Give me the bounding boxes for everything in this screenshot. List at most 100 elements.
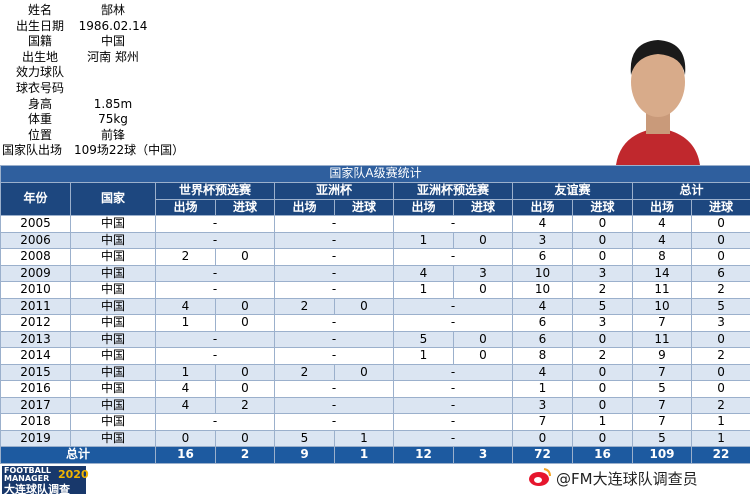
stat-cell: 3 — [573, 315, 633, 332]
stat-cell: - — [394, 381, 513, 398]
info-label: 球衣号码 — [0, 80, 80, 96]
stat-cell: 0 — [454, 282, 513, 299]
stat-cell: 0 — [216, 364, 275, 381]
stat-cell: 0 — [454, 331, 513, 348]
stat-cell: 6 — [692, 265, 750, 282]
stat-cell: 2 — [573, 282, 633, 299]
stat-cell: - — [275, 315, 394, 332]
stat-cell: 0 — [573, 232, 633, 249]
logo-text: 大连球队调查 — [4, 481, 70, 497]
stat-cell: 3 — [692, 315, 750, 332]
stat-cell: 10 — [513, 265, 573, 282]
stat-cell: 0 — [573, 430, 633, 447]
stat-cell: 1 — [692, 430, 750, 447]
info-label: 国家队出场 — [2, 142, 62, 158]
year-cell: 2017 — [1, 397, 71, 414]
stat-cell: - — [275, 397, 394, 414]
stat-cell: 2 — [692, 282, 750, 299]
country-cell: 中国 — [71, 216, 156, 233]
stat-cell: 11 — [633, 282, 692, 299]
stat-cell: - — [275, 232, 394, 249]
stat-cell: 3 — [454, 265, 513, 282]
info-value: 中国 — [72, 33, 154, 49]
sub-header: 出场 — [156, 199, 216, 216]
stat-cell: 1 — [335, 430, 394, 447]
info-label: 效力球队 — [0, 64, 80, 80]
stat-cell: 10 — [513, 282, 573, 299]
stat-cell: 4 — [156, 381, 216, 398]
stat-cell: 5 — [633, 430, 692, 447]
stat-cell: 14 — [633, 265, 692, 282]
stat-cell: 1 — [513, 381, 573, 398]
stat-cell: 0 — [216, 315, 275, 332]
stat-cell: 4 — [633, 216, 692, 233]
stat-cell: - — [394, 364, 513, 381]
stat-cell: - — [156, 331, 275, 348]
stat-cell: 1 — [156, 315, 216, 332]
stat-cell: 5 — [275, 430, 335, 447]
stat-cell: 109 — [633, 447, 692, 464]
stat-cell: - — [394, 249, 513, 266]
info-value: 前锋 — [72, 127, 154, 143]
info-row: 出生地河南 郑州 — [0, 49, 300, 65]
table-title: 国家队A级赛统计 — [1, 166, 750, 183]
group-header: 亚洲杯预选赛 — [394, 183, 513, 200]
info-value: 1.85m — [72, 96, 154, 112]
stat-cell: 8 — [633, 249, 692, 266]
sub-header: 进球 — [454, 199, 513, 216]
stat-cell: - — [156, 348, 275, 365]
group-header: 总计 — [633, 183, 750, 200]
stat-cell: 2 — [692, 397, 750, 414]
stat-cell: 0 — [216, 430, 275, 447]
stat-cell: 0 — [513, 430, 573, 447]
stat-cell: 22 — [692, 447, 750, 464]
sub-header: 进球 — [573, 199, 633, 216]
info-value: 109场22球（中国） — [74, 142, 184, 158]
stat-cell: 0 — [335, 298, 394, 315]
info-value: 1986.02.14 — [72, 18, 154, 34]
stat-cell: 2 — [216, 397, 275, 414]
info-label: 体重 — [0, 111, 80, 127]
stat-cell: 1 — [394, 232, 454, 249]
year-cell: 2011 — [1, 298, 71, 315]
country-cell: 中国 — [71, 298, 156, 315]
sub-header: 进球 — [216, 199, 275, 216]
stat-cell: 0 — [216, 381, 275, 398]
info-row: 姓名郜林 — [0, 2, 300, 18]
country-cell: 中国 — [71, 364, 156, 381]
stat-cell: 0 — [692, 331, 750, 348]
stat-cell: - — [275, 331, 394, 348]
info-value: 郜林 — [72, 2, 154, 18]
stat-cell: 7 — [633, 315, 692, 332]
stat-cell: - — [394, 397, 513, 414]
sub-header: 出场 — [513, 199, 573, 216]
info-value: 河南 郑州 — [72, 49, 154, 65]
stat-cell: 2 — [275, 364, 335, 381]
stat-cell: 6 — [513, 331, 573, 348]
stat-cell: - — [275, 381, 394, 398]
year-cell: 2008 — [1, 249, 71, 266]
info-label: 国籍 — [0, 33, 80, 49]
stat-cell: 3 — [513, 232, 573, 249]
column-header: 年份 — [1, 183, 71, 216]
year-cell: 2012 — [1, 315, 71, 332]
stat-cell: 0 — [573, 249, 633, 266]
stat-cell: - — [394, 298, 513, 315]
info-row: 效力球队 — [0, 64, 300, 80]
stat-cell: - — [156, 265, 275, 282]
weibo-handle: @FM大连球队调查员 — [556, 468, 698, 489]
stat-cell: - — [275, 414, 394, 431]
stat-cell: 4 — [633, 232, 692, 249]
stat-cell: 0 — [573, 331, 633, 348]
info-row: 位置前锋 — [0, 127, 300, 143]
stat-cell: 3 — [573, 265, 633, 282]
